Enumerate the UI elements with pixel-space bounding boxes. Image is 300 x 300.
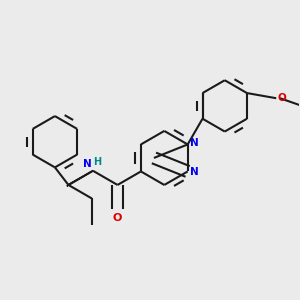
Text: O: O — [277, 93, 286, 103]
Text: N: N — [190, 139, 199, 148]
Text: O: O — [113, 213, 122, 223]
Polygon shape — [67, 171, 93, 186]
Text: H: H — [94, 157, 102, 167]
Text: N: N — [82, 159, 91, 169]
Text: N: N — [190, 167, 198, 177]
